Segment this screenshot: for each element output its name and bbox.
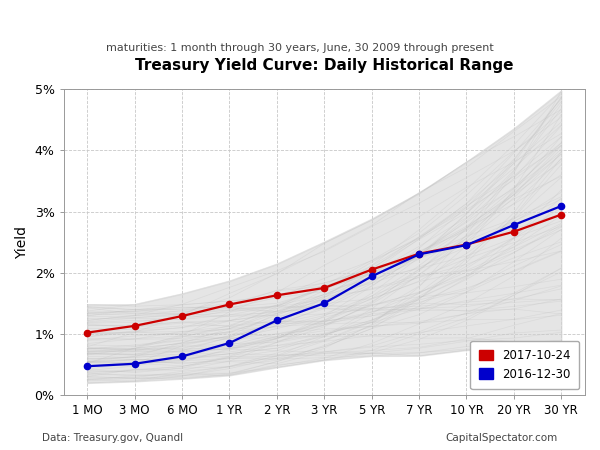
Title: Treasury Yield Curve: Daily Historical Range: Treasury Yield Curve: Daily Historical R… bbox=[135, 58, 514, 73]
Legend: 2017-10-24, 2016-12-30: 2017-10-24, 2016-12-30 bbox=[470, 341, 579, 389]
Text: CapitalSpectator.com: CapitalSpectator.com bbox=[446, 433, 558, 443]
Text: Data: Treasury.gov, Quandl: Data: Treasury.gov, Quandl bbox=[42, 433, 183, 443]
Y-axis label: Yield: Yield bbox=[15, 225, 29, 259]
Text: maturities: 1 month through 30 years, June, 30 2009 through present: maturities: 1 month through 30 years, Ju… bbox=[106, 43, 494, 53]
